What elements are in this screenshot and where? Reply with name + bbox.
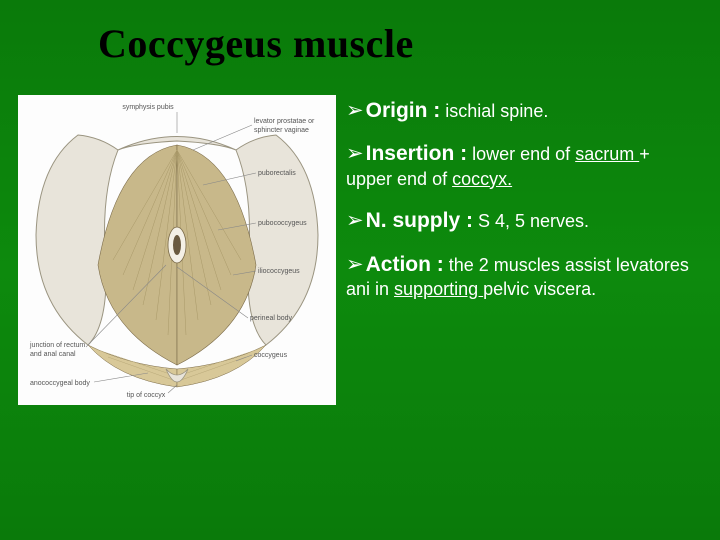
figure-label: sphincter vaginae bbox=[254, 127, 309, 134]
slide: Coccygeus muscle bbox=[0, 0, 720, 540]
page-title: Coccygeus muscle bbox=[98, 20, 692, 67]
text-column: ➢Origin : ischial spine.➢Insertion : low… bbox=[346, 95, 692, 318]
anatomy-figure: symphysis pubis levator prostatae or sphin… bbox=[18, 95, 336, 405]
item-body-fragment: lower end of bbox=[467, 144, 575, 164]
item-label: Action : bbox=[366, 253, 444, 276]
bullet-icon: ➢ bbox=[346, 99, 364, 122]
item-label: Insertion : bbox=[366, 142, 468, 165]
bullet-icon: ➢ bbox=[346, 253, 364, 276]
item-body-fragment: S 4, 5 nerves. bbox=[473, 211, 589, 231]
figure-label: levator prostatae or bbox=[254, 118, 315, 125]
figure-label: anococcygeal body bbox=[30, 380, 90, 387]
content-row: symphysis pubis levator prostatae or sphin… bbox=[28, 95, 692, 405]
figure-label: junction of rectum bbox=[29, 342, 85, 349]
item-body-fragment: ischial spine. bbox=[440, 101, 548, 121]
figure-label: iliococcygeus bbox=[258, 268, 300, 275]
figure-label: tip of coccyx bbox=[127, 392, 166, 399]
figure-label: coccygeus bbox=[254, 352, 288, 359]
anatomy-svg: symphysis pubis levator prostatae or sphin… bbox=[18, 95, 336, 405]
figure-label: and anal canal bbox=[30, 351, 76, 358]
item-body-fragment: coccyx. bbox=[452, 169, 512, 189]
item-label: Origin : bbox=[366, 99, 441, 122]
figure-label: puborectalis bbox=[258, 170, 296, 177]
item-label: N. supply : bbox=[366, 209, 473, 232]
figure-label: perineal body bbox=[250, 315, 293, 322]
bullet-item: ➢Origin : ischial spine. bbox=[346, 97, 692, 124]
bullet-icon: ➢ bbox=[346, 142, 364, 165]
bullet-item: ➢Insertion : lower end of sacrum + upper… bbox=[346, 140, 692, 191]
figure-label: pubococcygeus bbox=[258, 220, 307, 227]
item-body-fragment: pelvic viscera. bbox=[483, 279, 596, 299]
bullet-icon: ➢ bbox=[346, 209, 364, 232]
figure-label: symphysis pubis bbox=[122, 104, 174, 111]
item-body-fragment: sacrum bbox=[575, 144, 639, 164]
bullet-item: ➢N. supply : S 4, 5 nerves. bbox=[346, 207, 692, 234]
bullet-item: ➢Action : the 2 muscles assist levatores… bbox=[346, 251, 692, 302]
item-body-fragment: supporting bbox=[394, 279, 483, 299]
